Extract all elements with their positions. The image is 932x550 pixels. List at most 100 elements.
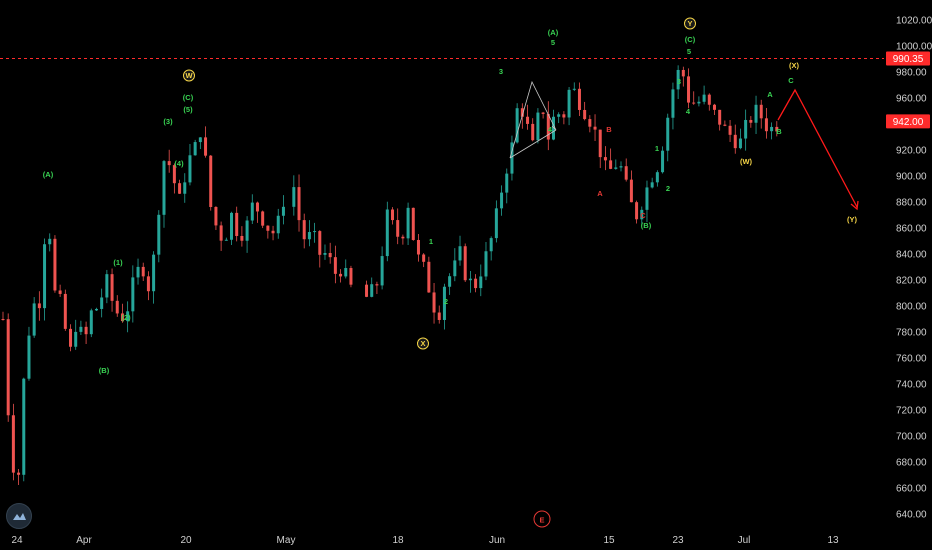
candle-body bbox=[27, 335, 31, 379]
candle-body bbox=[437, 312, 441, 320]
candle-body bbox=[718, 109, 722, 125]
candle-body bbox=[764, 118, 768, 132]
candle-body bbox=[541, 112, 545, 114]
candle-body bbox=[224, 239, 228, 241]
candle-body bbox=[53, 238, 57, 291]
candle-body bbox=[515, 108, 519, 143]
candle-body bbox=[302, 220, 306, 240]
candle-body bbox=[126, 311, 130, 322]
price-axis[interactable]: 1020.001000.00980.00960.00940.00920.0090… bbox=[886, 16, 932, 521]
y-tick-label: 1000.00 bbox=[896, 42, 932, 53]
cloud-icon bbox=[13, 513, 26, 520]
y-tick-label: 740.00 bbox=[896, 380, 927, 391]
candle-body bbox=[141, 266, 145, 277]
wave-overlays bbox=[0, 58, 884, 211]
candle-body bbox=[266, 225, 270, 231]
wave-label: 4 bbox=[548, 125, 553, 134]
wave-label-circle bbox=[684, 17, 696, 30]
wave-label: (4) bbox=[174, 159, 184, 168]
candle-body bbox=[172, 165, 176, 184]
wave-label: (1) bbox=[113, 258, 123, 267]
x-tick-label: 20 bbox=[180, 535, 192, 546]
candle-body bbox=[687, 76, 691, 103]
candle-body bbox=[255, 202, 259, 212]
wave-labels: (A)(1)(2)(B)(3)(4)(5)(C)W12X345(A)BAC(B)… bbox=[43, 17, 858, 528]
wave-label: (B) bbox=[99, 366, 110, 375]
wave-label: (W) bbox=[740, 157, 753, 166]
wave-label-circle bbox=[417, 337, 429, 350]
candle-body bbox=[43, 244, 47, 309]
candle-body bbox=[624, 166, 628, 180]
candle-body bbox=[583, 109, 587, 120]
candle-body bbox=[422, 254, 426, 262]
wave-label-circle bbox=[183, 69, 195, 82]
x-tick-label: 23 bbox=[672, 535, 684, 546]
wave-label: Y bbox=[687, 19, 692, 28]
candle-body bbox=[380, 256, 384, 286]
candle-body bbox=[349, 268, 353, 285]
candle-body bbox=[666, 117, 670, 151]
candle-body bbox=[770, 126, 774, 132]
candle-body bbox=[510, 142, 514, 174]
candle-body bbox=[396, 220, 400, 237]
y-tick-label: 920.00 bbox=[896, 146, 927, 157]
candle-body bbox=[411, 207, 415, 240]
candle-body bbox=[645, 187, 649, 210]
candle-body bbox=[474, 278, 478, 289]
wave-label: (C) bbox=[685, 35, 696, 44]
candle-body bbox=[458, 246, 462, 261]
candle-body bbox=[219, 225, 223, 241]
candle-body bbox=[37, 303, 41, 309]
x-tick-label: 13 bbox=[827, 535, 839, 546]
candle-body bbox=[89, 310, 93, 335]
event-marker-circle bbox=[533, 510, 551, 528]
candle-body bbox=[494, 208, 498, 239]
wave-label: (B) bbox=[641, 221, 652, 230]
candle-body bbox=[375, 284, 379, 286]
wave-label: 4 bbox=[686, 107, 691, 116]
time-axis[interactable]: 24 Apr 20 May 18 Jun 15 23 Jul 13 bbox=[11, 535, 839, 546]
candle-body bbox=[110, 274, 114, 301]
tradingview-logo-icon[interactable] bbox=[6, 503, 32, 529]
wave-label: 3 bbox=[677, 77, 681, 86]
y-tick-label: 900.00 bbox=[896, 172, 927, 183]
x-tick-label: May bbox=[277, 535, 296, 546]
candle-body bbox=[69, 328, 73, 347]
candle-body bbox=[723, 124, 727, 126]
candle-body bbox=[188, 155, 192, 183]
candle-body bbox=[183, 182, 187, 194]
y-tick-label: 980.00 bbox=[896, 68, 927, 79]
candle-body bbox=[131, 277, 135, 312]
candle-body bbox=[744, 119, 748, 139]
candle-body bbox=[79, 326, 83, 332]
candle-body bbox=[427, 261, 431, 293]
wave-label: (A) bbox=[548, 28, 559, 37]
candle-body bbox=[593, 126, 597, 130]
x-tick-label: 15 bbox=[603, 535, 615, 546]
candle-body bbox=[536, 112, 540, 141]
event-marker-label: E bbox=[539, 516, 544, 525]
wave-label: (5) bbox=[183, 105, 193, 114]
candle-body bbox=[640, 209, 644, 220]
candle-body bbox=[58, 290, 62, 294]
candle-body bbox=[603, 157, 607, 161]
candle-body bbox=[344, 268, 348, 277]
price-label-box bbox=[886, 114, 930, 129]
candle-body bbox=[162, 161, 166, 215]
y-tick-label: 760.00 bbox=[896, 354, 927, 365]
y-tick-label: 800.00 bbox=[896, 302, 927, 313]
candle-body bbox=[339, 273, 343, 277]
candle-body bbox=[245, 220, 249, 241]
y-tick-label: 780.00 bbox=[896, 328, 927, 339]
wave-label: (A) bbox=[43, 170, 54, 179]
candle-body bbox=[479, 276, 483, 289]
candle-body bbox=[546, 113, 550, 140]
candle-body bbox=[489, 238, 493, 252]
candle-body bbox=[614, 167, 618, 169]
candle-body bbox=[198, 137, 202, 143]
wave-label: 5 bbox=[687, 47, 691, 56]
candle-body bbox=[557, 114, 561, 117]
y-tick-label: 820.00 bbox=[896, 276, 927, 287]
wave-label: A bbox=[597, 189, 603, 198]
